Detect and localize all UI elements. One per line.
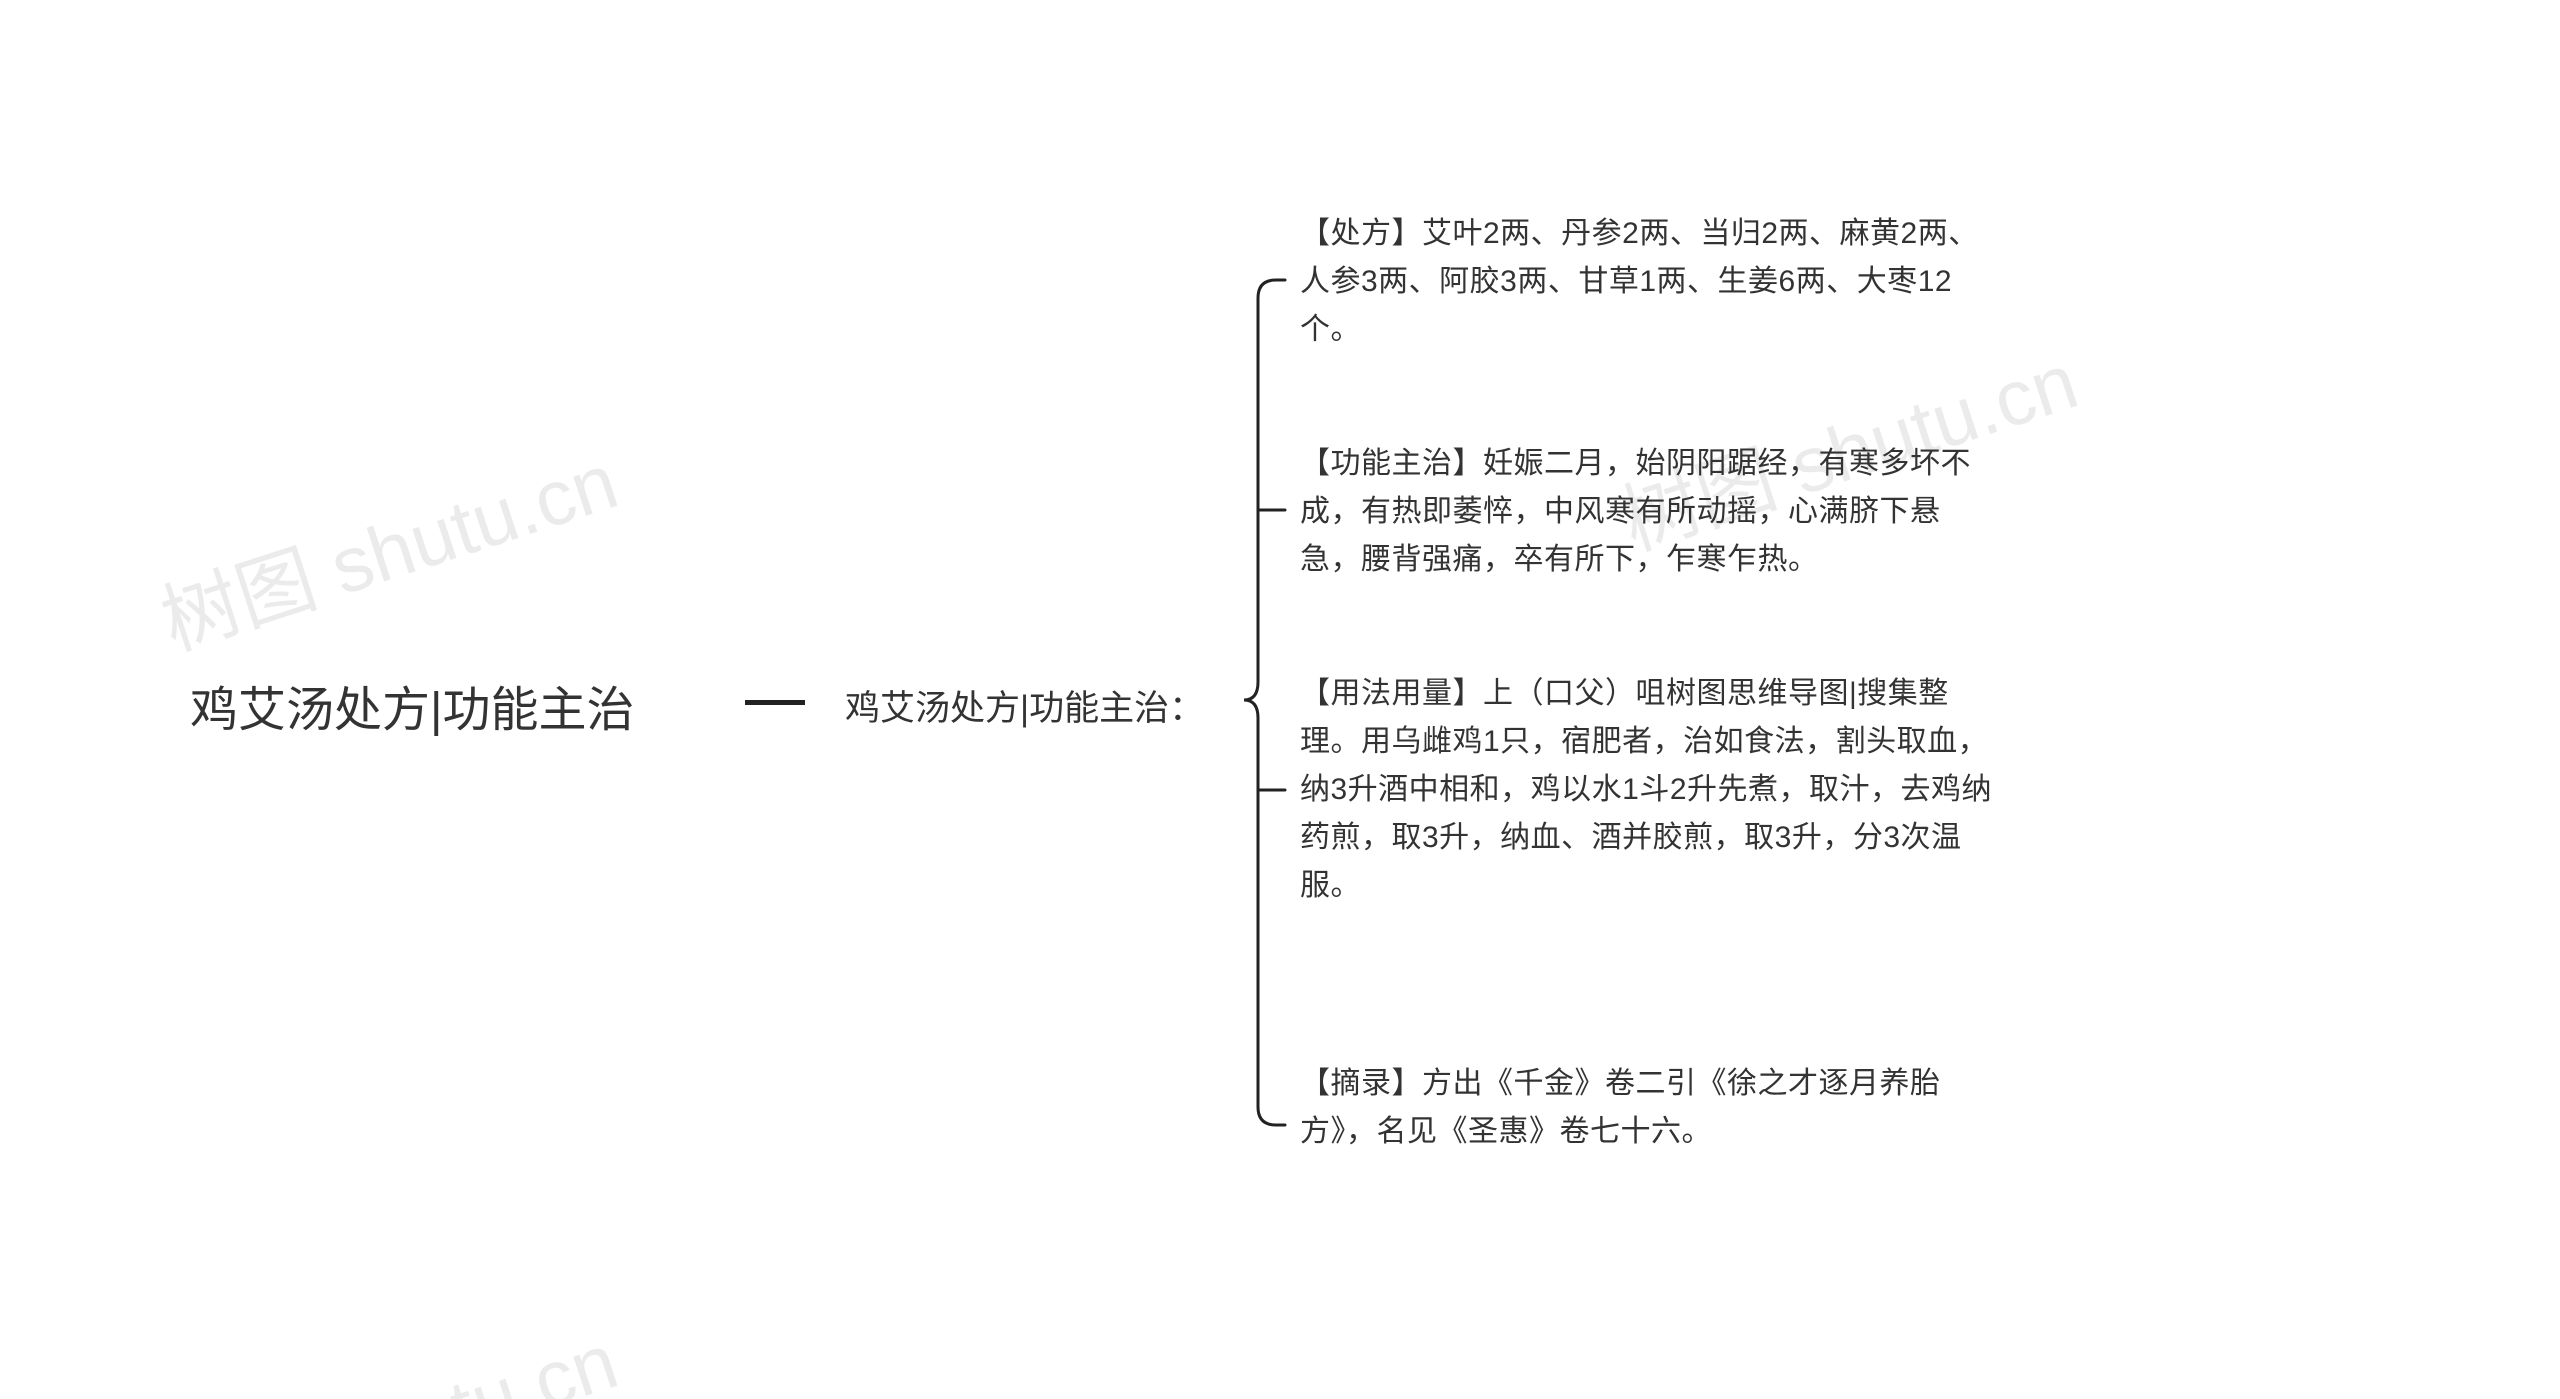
leaf-prescription: 【处方】艾叶2两、丹参2两、当归2两、麻黄2两、人参3两、阿胶3两、甘草1两、生… [1300,210,2000,354]
branch-node: 鸡艾汤处方|功能主治： [845,680,1204,731]
root-connector [745,700,805,705]
leaf-usage: 【用法用量】上（口父）咀树图思维导图|搜集整理。用乌雌鸡1只，宿肥者，治如食法，… [1300,670,2000,910]
root-node: 鸡艾汤处方|功能主治 [190,670,634,740]
leaf-indications: 【功能主治】妊娠二月，始阴阳踞经，有寒多坏不成，有热即萎悴，中风寒有所动摇，心满… [1300,440,2000,584]
bracket-connector [1225,210,1285,1190]
watermark: 树图 shutu.cn [145,419,629,672]
leaf-source: 【摘录】方出《千金》卷二引《徐之才逐月养胎方》，名见《圣惠》卷七十六。 [1300,1060,2000,1156]
watermark: 树图 shutu.cn [145,1299,629,1399]
mindmap-canvas: 树图 shutu.cn 树图 shutu.cn 树图 shutu.cn 鸡艾汤处… [0,0,2560,1399]
